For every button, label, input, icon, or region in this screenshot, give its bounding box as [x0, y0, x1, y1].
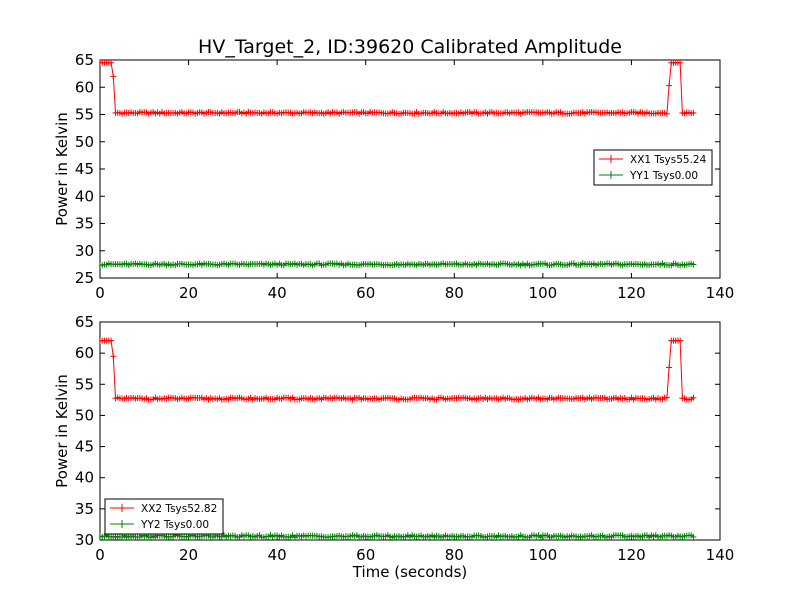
plot-frame [99, 321, 721, 541]
series-yy1 [100, 260, 697, 269]
legend-marker [118, 504, 126, 512]
y-axis-label: Power in Kelvin [53, 374, 71, 488]
data-point [110, 73, 117, 80]
data-point [690, 261, 697, 268]
y-tick-label: 35 [75, 215, 94, 233]
data-point [666, 364, 673, 371]
legend-marker [607, 155, 615, 163]
data-point [690, 534, 697, 540]
x-tick-label: 120 [617, 284, 646, 302]
x-tick-label: 140 [706, 546, 735, 564]
series-xx1 [100, 60, 697, 117]
data-point [110, 353, 117, 360]
y-tick-label: 40 [75, 469, 94, 487]
x-tick-label: 140 [706, 284, 735, 302]
top-plot: 0 20 40 60 80 100 120 140 25 30 35 40 45 50 55 60 65 Powe… [53, 51, 734, 302]
series-yy2 [100, 532, 697, 540]
y-tick-label: 45 [75, 438, 94, 456]
y-tick-label: 30 [75, 531, 94, 549]
chart-title: HV_Target_2, ID:39620 Calibrated Amplitu… [198, 36, 622, 58]
x-tick-label: 80 [445, 546, 464, 564]
y-tick-label: 55 [75, 375, 94, 393]
series-xx2 [100, 337, 697, 403]
y-tick-label: 60 [75, 78, 94, 96]
x-tick-label: 0 [95, 284, 105, 302]
y-tick-label: 50 [75, 133, 94, 151]
y-tick-label: 50 [75, 406, 94, 424]
bottom-plot: 0 20 40 60 80 100 120 140 30 35 40 45 50 55 60 65 Power … [53, 313, 734, 581]
data-point [663, 110, 670, 117]
data-point [108, 60, 115, 66]
data-point [666, 82, 673, 89]
legend-label: YY2 Tsys0.00 [140, 519, 209, 531]
x-tick-label: 40 [268, 546, 287, 564]
legend: XX1 Tsys55.24 YY1 Tsys0.00 [593, 149, 713, 186]
y-tick-label: 30 [75, 242, 94, 260]
x-tick-label: 100 [529, 284, 558, 302]
x-tick-label: 40 [268, 284, 287, 302]
y-tick-label: 40 [75, 187, 94, 205]
legend-label: XX2 Tsys52.82 [141, 503, 217, 515]
x-tick-label: 60 [356, 284, 375, 302]
y-tick-label: 60 [75, 344, 94, 362]
y-tick-label: 45 [75, 160, 94, 178]
data-point [108, 337, 115, 344]
legend-box [104, 498, 224, 535]
y-axis-label: Power in Kelvin [53, 112, 71, 226]
data-point [690, 109, 697, 116]
x-tick-label: 120 [617, 546, 646, 564]
legend: XX2 Tsys52.82 YY2 Tsys0.00 [104, 498, 224, 535]
data-point [690, 394, 697, 401]
y-tick-label: 35 [75, 500, 94, 518]
legend-marker [118, 520, 126, 528]
x-tick-label: 20 [179, 284, 198, 302]
y-tick-label: 65 [75, 51, 94, 69]
x-tick-label: 60 [356, 546, 375, 564]
x-tick-label: 20 [179, 546, 198, 564]
y-tick-label: 55 [75, 106, 94, 124]
legend-label: XX1 Tsys55.24 [630, 154, 707, 166]
x-axis-label: Time (seconds) [352, 563, 468, 581]
x-tick-label: 80 [445, 284, 464, 302]
y-tick-label: 25 [75, 269, 94, 287]
x-tick-label: 100 [529, 546, 558, 564]
x-tick-label: 0 [95, 546, 105, 564]
data-point [677, 60, 684, 66]
legend-box [593, 149, 713, 186]
data-point [663, 394, 670, 401]
y-tick-label: 65 [75, 313, 94, 331]
legend-marker [607, 171, 615, 179]
data-point [677, 337, 684, 344]
legend-label: YY1 Tsys0.00 [629, 170, 698, 182]
